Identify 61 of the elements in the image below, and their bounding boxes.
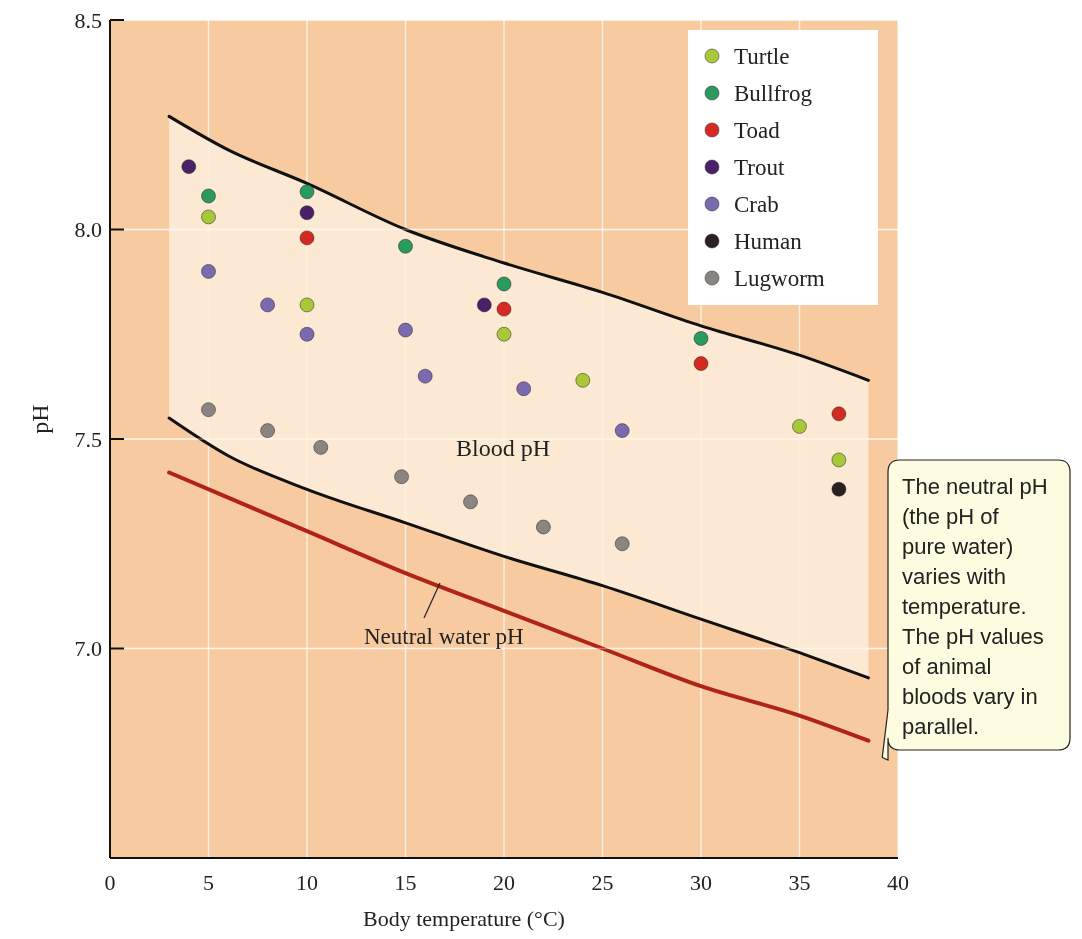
legend-label: Bullfrog [734,81,813,107]
legend-label: Human [734,229,803,255]
x-tick-label: 35 [788,870,811,895]
y-tick-label: 8.0 [74,217,102,243]
x-tick-label: 30 [690,870,712,895]
y-tick-label: 7.5 [74,426,102,452]
point [394,469,410,485]
text: The neutral pH (the pH of pure water) varies with temperature. The pH values of animal bloods vary in parallel. [902,474,1048,739]
point [476,297,492,313]
point [496,301,512,317]
x-tick-label: 0 [104,870,116,895]
point [535,519,551,535]
line-series [167,470,871,743]
y-tick-label: 8.5 [74,7,102,33]
point [614,423,630,439]
x-tick-label: 40 [887,870,909,895]
point [398,238,413,254]
point [201,263,216,279]
point [201,402,216,418]
point [313,439,329,455]
point [299,230,315,246]
point [181,159,197,175]
point [792,418,807,434]
point [496,326,512,342]
point [398,322,413,338]
point [831,481,847,497]
point [260,297,276,313]
point [693,330,709,346]
x-axis-title: Body temperature (°C) [363,906,565,931]
annotation: Blood pH [455,435,551,462]
y-axis-title: pH [27,404,53,434]
point [299,205,315,221]
legend-label: Turtle [734,44,790,70]
point [260,423,276,439]
x-tick-label: 5 [203,870,214,895]
point [299,297,315,313]
x-tick-label: 15 [394,870,417,895]
point [831,452,847,468]
point [299,184,315,200]
legend-label: Trout [734,155,785,181]
point [201,188,216,204]
point [201,209,216,225]
point [496,276,512,292]
y-tick-label: 7.0 [74,636,102,662]
x-tick-label: 25 [591,870,614,895]
legend-label: Crab [734,192,779,218]
point [299,326,315,342]
x-tick-label: 20 [493,870,515,895]
point [831,406,847,422]
annotation: Neutral water pH [364,624,524,649]
line-series [167,114,870,382]
point [417,368,433,384]
point [463,494,479,510]
x-tick-label: 10 [296,870,318,895]
point [516,381,532,397]
point [575,372,591,388]
legend-label: Toad [734,118,781,144]
legend-label: Lugworm [734,266,825,292]
line-series [167,416,870,680]
point [614,536,630,552]
point [693,356,709,372]
